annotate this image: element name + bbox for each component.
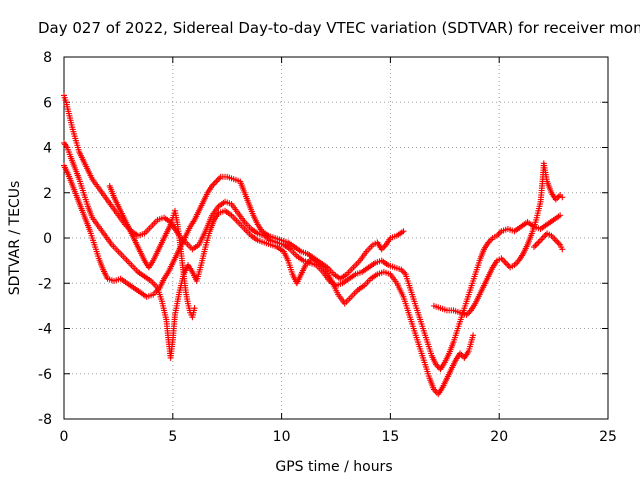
data-point <box>557 212 564 219</box>
x-tick-label: 20 <box>490 429 508 445</box>
y-tick-label: -4 <box>38 322 52 338</box>
y-tick-labels: 8 6 4 2 0 -2 -4 -6 -8 <box>38 50 52 428</box>
y-axis-label: SDTVAR / TECUs <box>7 181 23 296</box>
series-track-4 <box>106 182 198 321</box>
y-tick-label: 8 <box>43 50 52 66</box>
x-tick-label: 0 <box>60 429 69 445</box>
chart-title: Day 027 of 2022, Sidereal Day-to-day VTE… <box>38 19 640 37</box>
x-tick-label: 15 <box>381 429 399 445</box>
data-point <box>400 228 407 235</box>
y-tick-label: -6 <box>38 367 52 383</box>
y-tick-label: 6 <box>43 95 52 111</box>
x-tick-labels: 0 5 10 15 20 25 <box>60 429 617 445</box>
data-point <box>470 332 477 339</box>
x-axis-label: GPS time / hours <box>275 459 392 475</box>
series-track-3 <box>61 162 407 300</box>
axis-ticks <box>63 56 609 420</box>
data-point <box>191 305 198 312</box>
y-tick-label: 4 <box>43 141 52 157</box>
series-track-6 <box>531 230 566 253</box>
y-tick-label: 2 <box>43 186 52 202</box>
series-track-5 <box>430 160 566 318</box>
y-tick-label: 0 <box>43 231 52 247</box>
x-tick-label: 5 <box>168 429 177 445</box>
grid-lines <box>64 57 608 419</box>
y-tick-label: -8 <box>38 412 52 428</box>
data-point <box>559 194 566 201</box>
data-markers <box>61 92 566 398</box>
y-tick-label: -2 <box>38 276 52 292</box>
x-tick-label: 25 <box>599 429 617 445</box>
x-tick-label: 10 <box>273 429 291 445</box>
data-point <box>559 246 566 253</box>
